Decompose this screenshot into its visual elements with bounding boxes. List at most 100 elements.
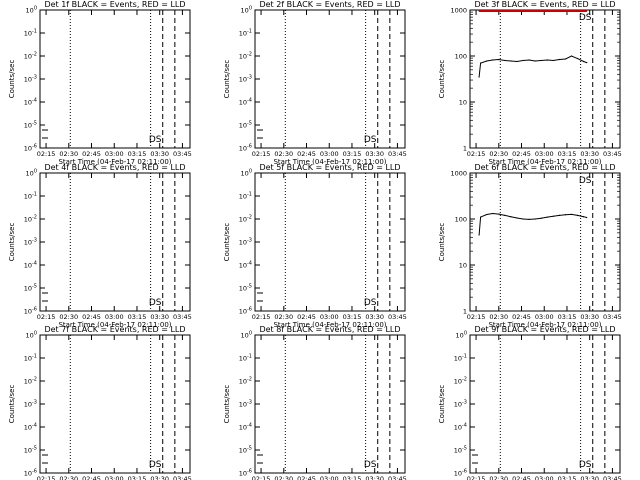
- y-tick-label: 10-2: [454, 377, 467, 386]
- x-tick-label: 03:15: [343, 150, 362, 158]
- panel-title: Det 4f BLACK = Events, RED = LLD: [44, 163, 185, 172]
- y-tick-label: 1000: [450, 7, 467, 15]
- x-tick-label: 02:45: [512, 313, 531, 321]
- y-tick-label: 10-5: [24, 284, 37, 293]
- y-tick-label: 10-1: [24, 29, 37, 38]
- series-events-point: [492, 212, 494, 215]
- y-axis-label: Counts/sec: [223, 223, 231, 262]
- plot-frame: [39, 334, 191, 474]
- x-axis-label: Start Time (04-Feb-17 02:11:00): [58, 158, 171, 166]
- x-tick-label: 02:15: [467, 313, 486, 321]
- series-events-point: [504, 214, 506, 216]
- x-tick-label: 03:15: [558, 150, 577, 158]
- series-events-point: [528, 218, 530, 221]
- ds-annotation: DS: [579, 176, 592, 186]
- x-axis-label: Start Time (04-Feb-17 02:11:00): [58, 321, 171, 329]
- y-tick-label: 100: [241, 169, 252, 178]
- y-tick-label: 10-2: [239, 215, 252, 224]
- detector-panel-3: Det 3f BLACK = Events, RED = LLD 1 10 100 10…: [438, 0, 622, 166]
- x-tick-label: 02:45: [82, 313, 101, 321]
- y-tick-label: 10-5: [239, 121, 252, 130]
- x-tick-label: 03:30: [150, 313, 169, 321]
- y-tick-label: 10-3: [239, 75, 252, 84]
- plot-frame: [469, 172, 621, 312]
- series-events-point: [583, 60, 585, 63]
- y-axis-label: Counts/sec: [8, 223, 16, 262]
- series-events-point: [522, 59, 524, 62]
- series-events-point: [516, 217, 518, 219]
- series-events-point: [546, 59, 548, 61]
- x-tick-label: 03:15: [558, 475, 577, 480]
- series-events-point: [480, 62, 482, 64]
- y-axis-label: Counts/sec: [223, 385, 231, 424]
- series-events-point: [498, 58, 500, 61]
- x-tick-label: 03:15: [128, 150, 147, 158]
- x-tick-label: 03:30: [150, 150, 169, 158]
- series-events-point: [486, 213, 488, 216]
- y-tick-label: 10: [459, 99, 467, 107]
- series-events-point: [534, 218, 536, 220]
- ds-annotation: DS: [579, 13, 592, 23]
- x-tick-label: 02:30: [59, 475, 78, 480]
- x-tick-label: 03:45: [603, 150, 622, 158]
- series-events-point: [478, 76, 480, 78]
- series-events-point: [576, 57, 579, 60]
- y-tick-label: 10: [459, 262, 467, 270]
- y-tick-label: 10-3: [454, 400, 467, 409]
- x-tick-label: 03:00: [320, 150, 339, 158]
- y-tick-label: 10-5: [239, 446, 252, 455]
- series-events-point: [478, 234, 480, 236]
- series-events-point: [510, 60, 512, 62]
- x-axis-label: Start Time (04-Feb-17 02:11:00): [273, 158, 386, 166]
- x-tick-label: 02:45: [82, 150, 101, 158]
- series-events-line: [478, 212, 587, 236]
- ds-annotation: DS: [364, 460, 377, 470]
- ds-annotation: DS: [149, 298, 162, 308]
- series-events-point: [586, 216, 588, 219]
- x-tick-label: 03:30: [365, 313, 384, 321]
- x-tick-label: 02:45: [297, 475, 316, 480]
- x-tick-label: 03:00: [535, 313, 554, 321]
- series-events-point: [564, 214, 567, 216]
- detector-panel-4: Det 4f BLACK = Events, RED = LLD 10-6 10-5…: [8, 163, 192, 329]
- y-tick-label: 10-4: [24, 423, 37, 432]
- x-tick-label: 03:00: [535, 475, 554, 480]
- x-tick-label: 03:00: [320, 475, 339, 480]
- x-tick-label: 02:30: [489, 475, 508, 480]
- x-tick-label: 02:45: [297, 150, 316, 158]
- x-tick-label: 02:30: [489, 313, 508, 321]
- y-tick-label: 10-6: [239, 469, 252, 478]
- y-tick-label: 10-3: [24, 238, 37, 247]
- y-tick-label: 10-6: [24, 144, 37, 153]
- y-tick-label: 100: [455, 216, 467, 224]
- x-tick-label: 02:15: [252, 150, 271, 158]
- x-tick-label: 02:15: [467, 150, 486, 158]
- y-tick-label: 10-1: [239, 354, 252, 363]
- baseline-marker: [472, 454, 478, 464]
- baseline-marker: [42, 292, 48, 302]
- y-tick-label: 10-4: [24, 261, 37, 270]
- x-tick-label: 03:45: [388, 475, 407, 480]
- series-events-point: [558, 58, 560, 61]
- y-axis-label: Counts/sec: [438, 385, 446, 424]
- x-tick-label: 02:30: [274, 150, 293, 158]
- y-tick-label: 10-3: [24, 75, 37, 84]
- detector-panel-6: Det 6f BLACK = Events, RED = LLD 1 10 100 10…: [438, 163, 622, 329]
- y-tick-label: 10-4: [239, 423, 252, 432]
- baseline-marker: [257, 129, 263, 139]
- series-events-point: [540, 59, 542, 62]
- plot-frame: [254, 9, 406, 149]
- y-axis-label: Counts/sec: [438, 60, 446, 99]
- ds-annotation: DS: [364, 135, 377, 145]
- x-tick-label: 02:15: [252, 475, 271, 480]
- series-events-point: [552, 59, 554, 62]
- plot-frame: [469, 9, 621, 149]
- series-events-point: [540, 217, 542, 219]
- y-tick-label: 10-4: [454, 423, 467, 432]
- y-tick-label: 10-5: [24, 121, 37, 130]
- x-tick-label: 03:15: [343, 313, 362, 321]
- y-tick-label: 1: [463, 308, 467, 316]
- x-tick-label: 03:15: [128, 313, 147, 321]
- series-lld-point: [478, 10, 480, 12]
- series-events-line: [478, 55, 587, 78]
